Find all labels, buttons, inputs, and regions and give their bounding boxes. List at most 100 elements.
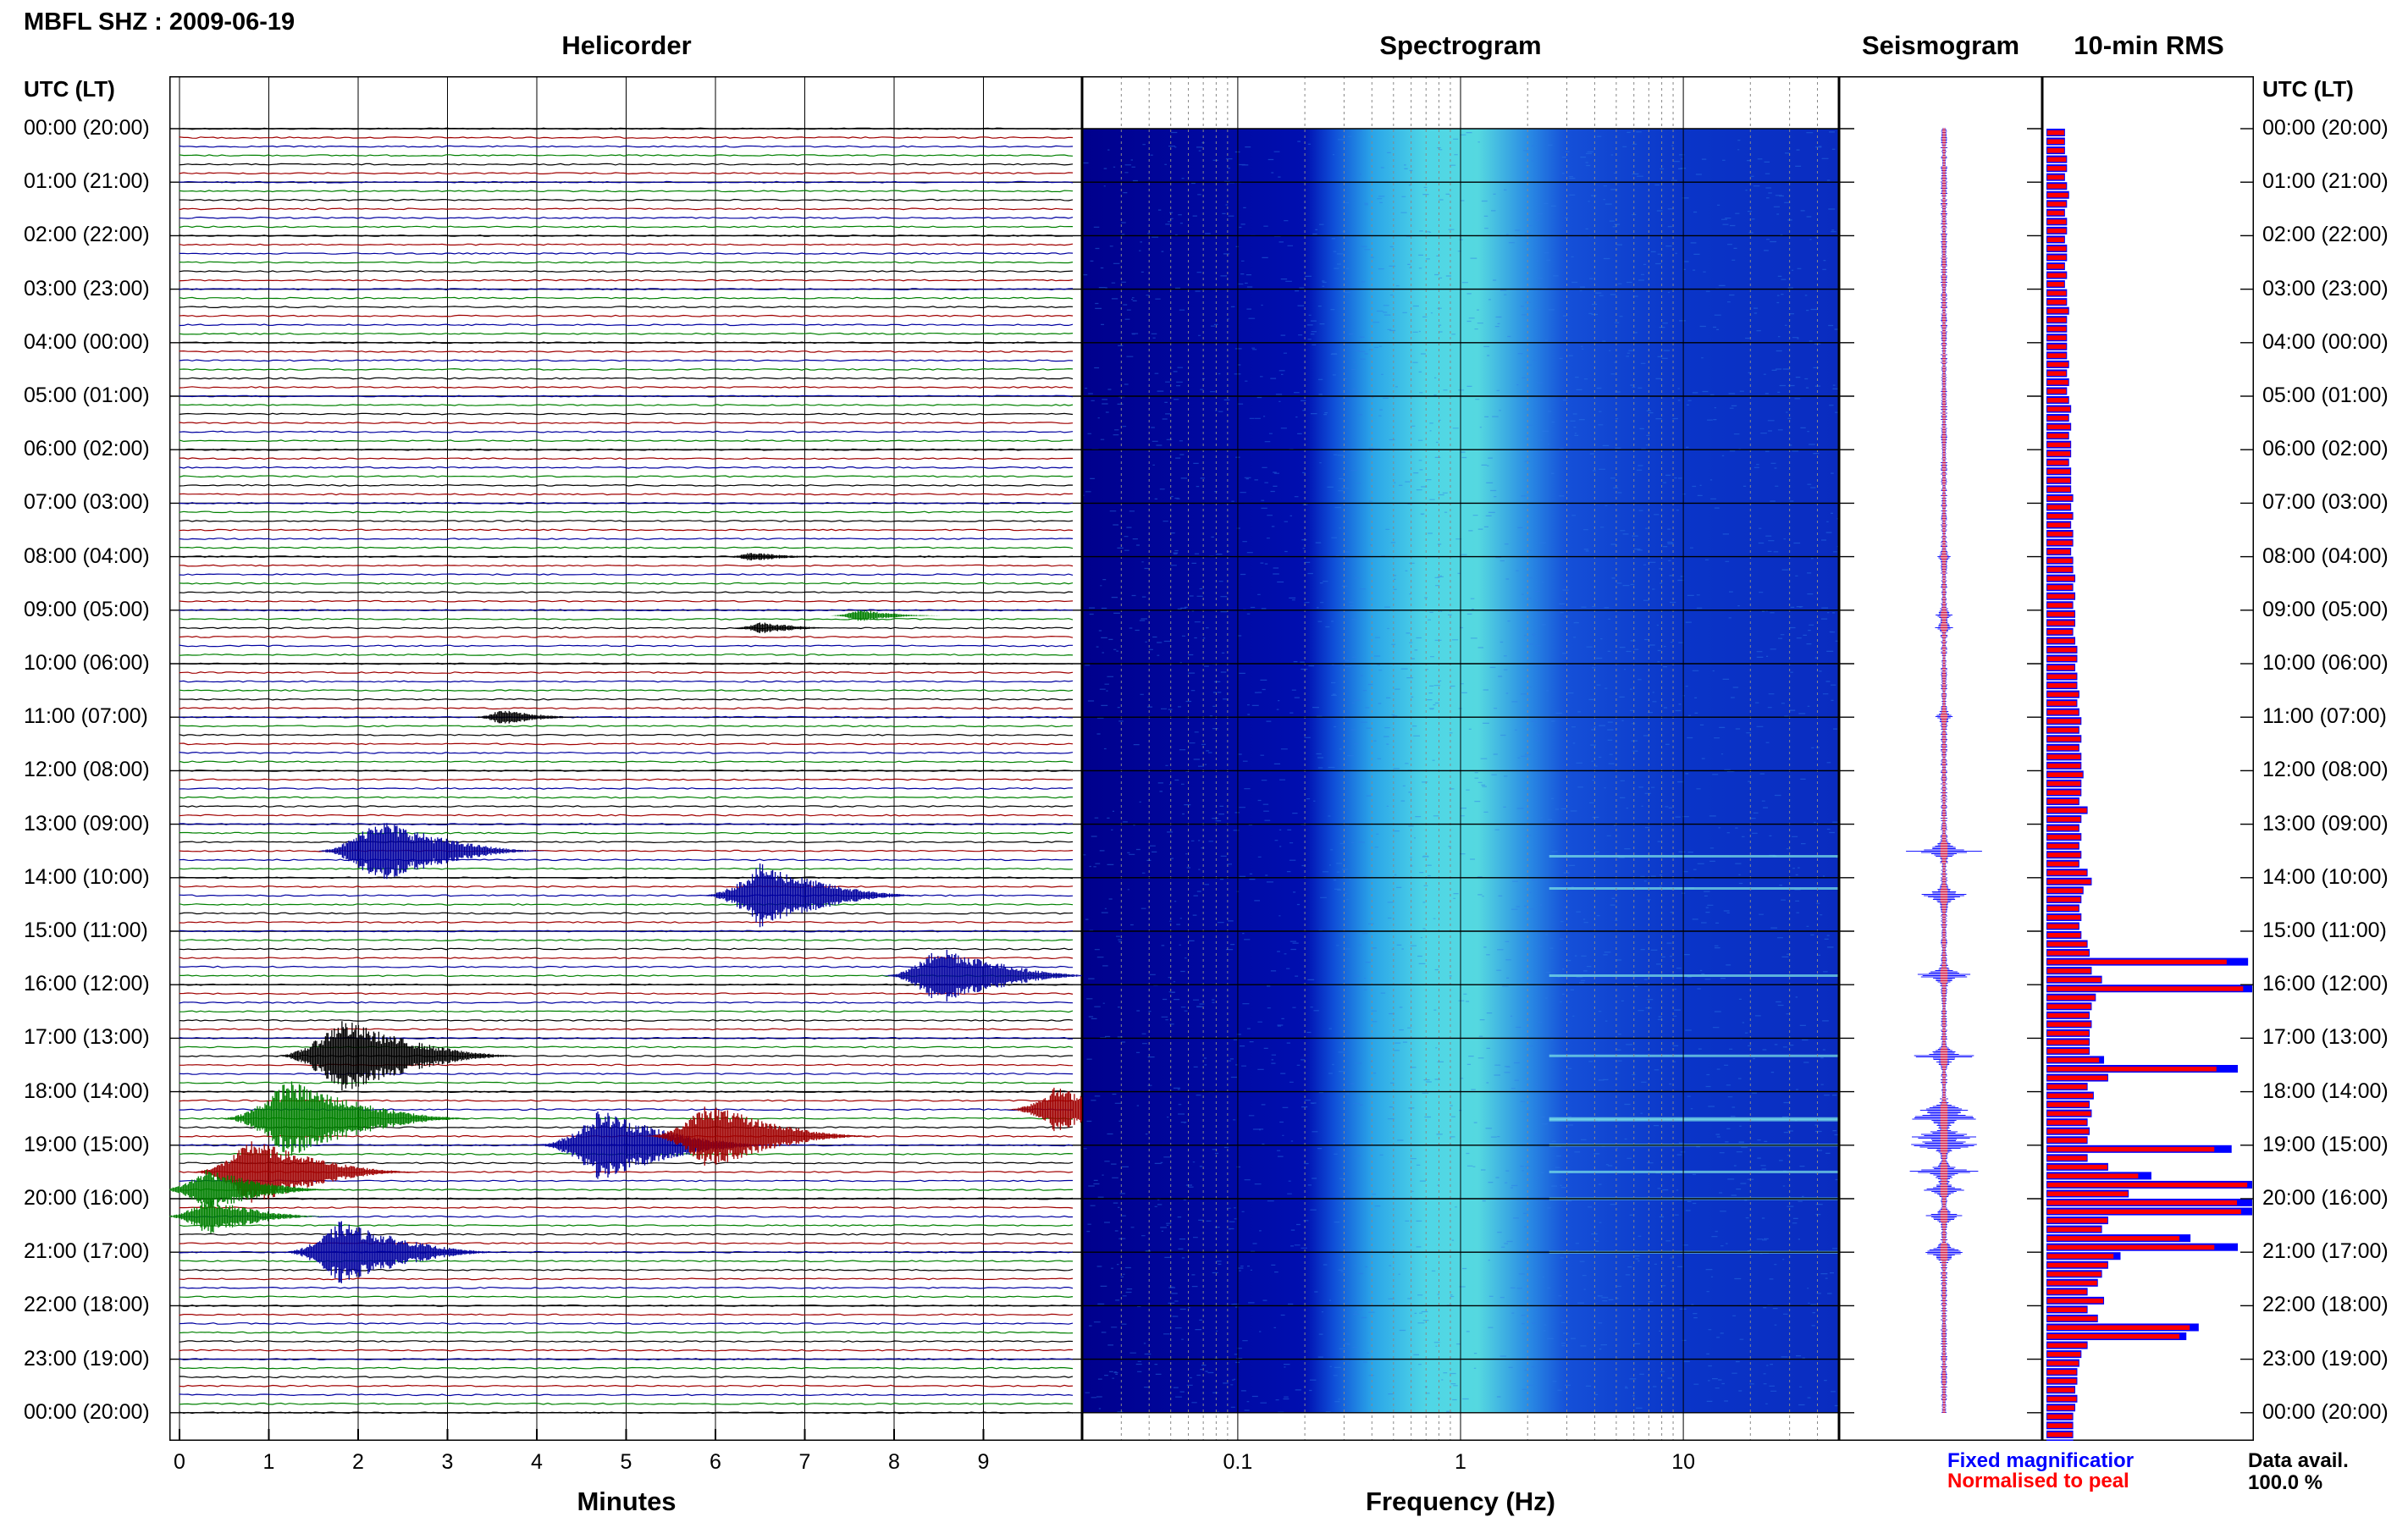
helicorder-trace	[179, 216, 1074, 219]
rms-bar-normalised	[2047, 906, 2079, 911]
helicorder-trace	[179, 591, 1074, 594]
rms-bar-normalised	[2047, 219, 2067, 224]
helicorder-trace	[179, 992, 1074, 996]
helicorder-trace	[179, 225, 1073, 229]
helicorder-trace	[179, 296, 1074, 300]
helicorder-title: Helicorder	[561, 30, 692, 60]
helicorder-trace	[179, 1099, 1074, 1102]
helicorder-trace	[179, 1179, 1073, 1183]
helicorder-trace	[179, 1081, 1074, 1084]
rms-bar-normalised	[2047, 335, 2067, 340]
rms-bar-normalised	[2047, 174, 2064, 180]
time-label: 09:00 (05:00)	[24, 597, 150, 621]
helicorder-trace	[179, 787, 1074, 790]
helicorder-trace	[179, 1322, 1074, 1325]
rms-bar-normalised	[2047, 1146, 2215, 1152]
time-label: 12:00 (08:00)	[2262, 758, 2389, 782]
seismic-event	[725, 553, 826, 560]
helicorder-trace	[179, 448, 1074, 451]
rms-bar-normalised	[2047, 959, 2227, 965]
time-label: 03:00 (23:00)	[24, 276, 150, 301]
helicorder-trace	[179, 341, 1073, 345]
time-label: 01:00 (21:00)	[2262, 169, 2389, 194]
rms-bar-normalised	[2047, 1360, 2079, 1366]
rms-bar-normalised	[2047, 469, 2071, 474]
helicorder-trace	[179, 823, 1074, 826]
legend-fixed-magnification: Fixed magnificatior	[1947, 1449, 2135, 1472]
rms-bar-normalised	[2047, 487, 2071, 492]
rms-bar-normalised	[2047, 1057, 2100, 1062]
rms-bar-normalised	[2047, 477, 2071, 483]
helicorder-trace	[179, 1215, 1074, 1218]
helicorder-trace	[179, 1045, 1074, 1049]
rms-bar-normalised	[2047, 995, 2096, 1001]
helicorder-trace	[179, 912, 1074, 915]
time-label: 23:00 (19:00)	[2262, 1346, 2389, 1371]
helicorder-trace	[179, 814, 1074, 817]
rms-bar-normalised	[2047, 709, 2079, 715]
helicorder-trace	[179, 796, 1074, 799]
rms-bar-normalised	[2047, 1289, 2087, 1294]
helicorder-x-tick: 4	[531, 1450, 543, 1474]
spectrogram-x-label: Frequency (Hz)	[1366, 1487, 1555, 1516]
rms-bar-normalised	[2047, 1209, 2241, 1215]
rms-bar-normalised	[2047, 166, 2067, 171]
rms-bar-normalised	[2047, 817, 2081, 822]
rms-bar-normalised	[2047, 1173, 2139, 1178]
rms-bar-normalised	[2047, 1067, 2217, 1072]
helicorder-trace	[179, 1286, 1074, 1289]
helicorder-trace	[179, 288, 1074, 291]
seismic-event	[880, 949, 1082, 1001]
rms-bar-normalised	[2047, 184, 2067, 189]
helicorder-trace	[179, 867, 1074, 870]
helicorder-x-tick: 9	[977, 1450, 990, 1474]
time-label: 21:00 (17:00)	[2262, 1239, 2389, 1264]
helicorder-trace	[179, 858, 1074, 862]
rms-bar-normalised	[2047, 255, 2067, 260]
rms-bar-normalised	[2047, 781, 2081, 786]
time-label: 05:00 (01:00)	[24, 383, 150, 407]
helicorder-trace	[179, 279, 1074, 282]
helicorder-trace	[179, 252, 1074, 255]
rms-bar-normalised	[2047, 808, 2087, 814]
seismogram-normalised-trace	[1940, 128, 1948, 1414]
time-label: 04:00 (00:00)	[2262, 329, 2389, 354]
time-label: 16:00 (12:00)	[24, 972, 150, 996]
rms-bar-normalised	[2047, 1316, 2097, 1321]
helicorder-trace	[179, 367, 1074, 371]
helicorder-trace	[179, 582, 1074, 585]
helicorder-trace	[179, 1313, 1074, 1316]
helicorder-trace	[179, 1028, 1074, 1031]
helicorder-trace	[179, 1268, 1074, 1272]
helicorder-trace	[179, 831, 1074, 835]
time-label: 18:00 (14:00)	[2262, 1078, 2389, 1103]
seismic-event	[219, 1081, 479, 1156]
seismic-event	[644, 1106, 883, 1166]
rms-bar-normalised	[2047, 1236, 2179, 1241]
helicorder-x-tick: 6	[710, 1450, 721, 1474]
helicorder-trace	[179, 1331, 1074, 1334]
helicorder-trace	[179, 475, 1074, 478]
rms-bar-normalised	[2047, 353, 2067, 358]
helicorder-trace	[179, 1073, 1074, 1075]
helicorder-trace	[179, 270, 1074, 273]
rms-bar-normalised	[2047, 371, 2067, 376]
helicorder-trace	[179, 412, 1074, 416]
rms-bar-normalised	[2047, 1352, 2081, 1357]
helicorder-trace	[179, 885, 1074, 888]
helicorder-trace	[179, 805, 1074, 808]
rms-bar-normalised	[2047, 593, 2075, 599]
helicorder-trace	[179, 483, 1074, 487]
rms-bar-normalised	[2047, 1343, 2087, 1349]
helicorder-trace	[179, 742, 1074, 746]
rms-bar-normalised	[2047, 835, 2081, 840]
helicorder-trace	[179, 430, 1074, 433]
helicorder-trace	[179, 546, 1074, 549]
helicorder-trace	[179, 662, 1074, 665]
helicorder-trace	[179, 1295, 1074, 1299]
helicorder-trace	[179, 1197, 1074, 1200]
rms-bar-normalised	[2047, 879, 2091, 885]
helicorder-trace	[179, 707, 1074, 710]
rms-bar-normalised	[2047, 505, 2071, 510]
rms-bar-normalised	[2047, 1254, 2114, 1259]
